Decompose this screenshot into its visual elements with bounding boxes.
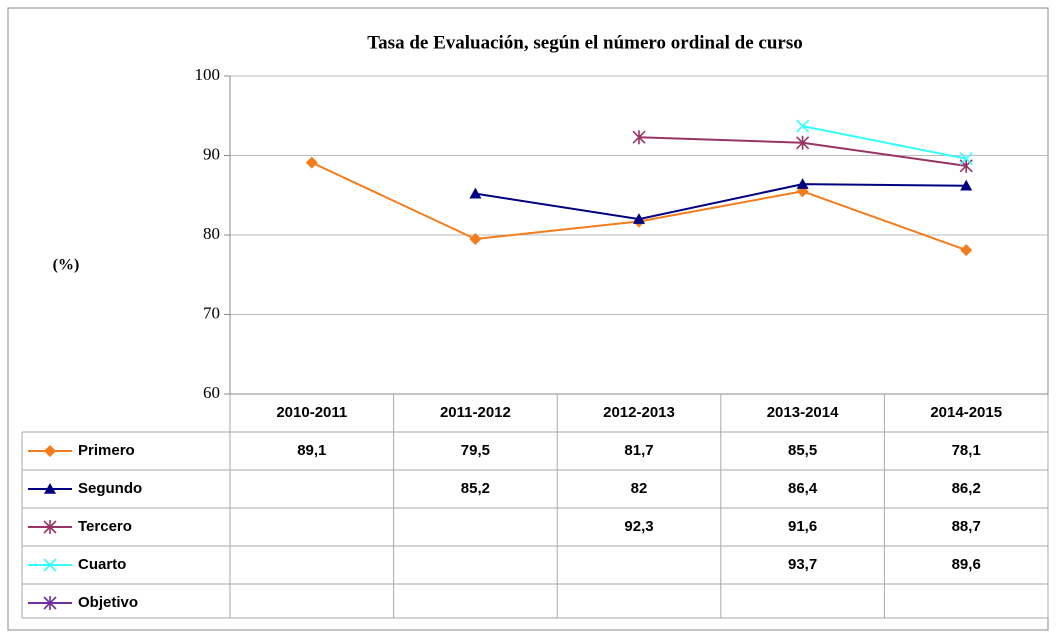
marker-shape — [796, 119, 810, 133]
marker-shape — [44, 483, 56, 494]
marker-shape — [43, 520, 57, 534]
x-tick-label: 2012-2013 — [603, 404, 675, 421]
marker-shape — [43, 596, 57, 610]
marker — [632, 130, 646, 145]
y-axis-label: (%) — [53, 257, 80, 274]
marker-shape — [959, 152, 973, 166]
table-value: 92,3 — [624, 518, 653, 535]
marker — [43, 558, 57, 572]
marker — [959, 152, 973, 166]
marker-shape — [960, 244, 973, 257]
series-line — [475, 183, 967, 221]
table-value: 85,2 — [461, 480, 490, 497]
marker — [633, 213, 645, 224]
table-value: 93,7 — [788, 556, 817, 573]
table-value: 86,4 — [788, 480, 818, 497]
series-line — [802, 125, 967, 160]
marker-shape — [469, 232, 482, 245]
marker — [43, 520, 57, 534]
marker-shape — [632, 130, 646, 145]
marker — [796, 119, 810, 133]
table-value: 81,7 — [624, 442, 653, 459]
marker-shape — [305, 156, 318, 169]
marker — [796, 135, 810, 150]
marker-shape — [796, 178, 809, 189]
marker — [305, 156, 318, 169]
marker-shape — [960, 179, 973, 191]
y-tick-label: 70 — [203, 303, 220, 322]
table-value: 79,5 — [461, 442, 490, 459]
x-tick-label: 2014-2015 — [930, 404, 1002, 421]
table-value: 89,6 — [952, 556, 981, 573]
y-tick-label: 100 — [195, 65, 221, 84]
x-tick-label: 2013-2014 — [767, 404, 839, 421]
chart-title: Tasa de Evaluación, según el número ordi… — [367, 32, 802, 53]
marker-shape — [469, 187, 482, 199]
marker — [960, 244, 973, 257]
marker-shape — [44, 445, 56, 457]
marker-shape — [796, 135, 810, 150]
marker — [43, 596, 57, 610]
legend-label: Cuarto — [78, 556, 126, 573]
marker — [44, 445, 56, 457]
table-value: 88,7 — [952, 518, 981, 535]
marker — [44, 483, 56, 494]
legend-label: Segundo — [78, 480, 142, 497]
legend-label: Primero — [78, 442, 135, 459]
table-value: 85,5 — [788, 442, 817, 459]
marker — [469, 232, 482, 245]
legend-label: Objetivo — [78, 594, 138, 611]
legend-label: Tercero — [78, 518, 132, 535]
table-value: 86,2 — [952, 480, 981, 497]
chart-frame — [7, 7, 1049, 631]
marker-shape — [43, 558, 57, 572]
y-tick-label: 60 — [203, 383, 220, 402]
y-tick-label: 90 — [203, 144, 220, 163]
table-value: 89,1 — [297, 442, 326, 459]
table-value: 78,1 — [952, 442, 981, 459]
y-tick-label: 80 — [203, 224, 220, 243]
table-value: 82 — [631, 480, 648, 497]
marker — [796, 178, 809, 189]
marker — [469, 187, 482, 199]
marker-shape — [633, 213, 645, 224]
table-value: 91,6 — [788, 518, 817, 535]
x-tick-label: 2010-2011 — [276, 404, 347, 421]
x-tick-label: 2011-2012 — [440, 404, 511, 421]
marker — [960, 179, 973, 191]
